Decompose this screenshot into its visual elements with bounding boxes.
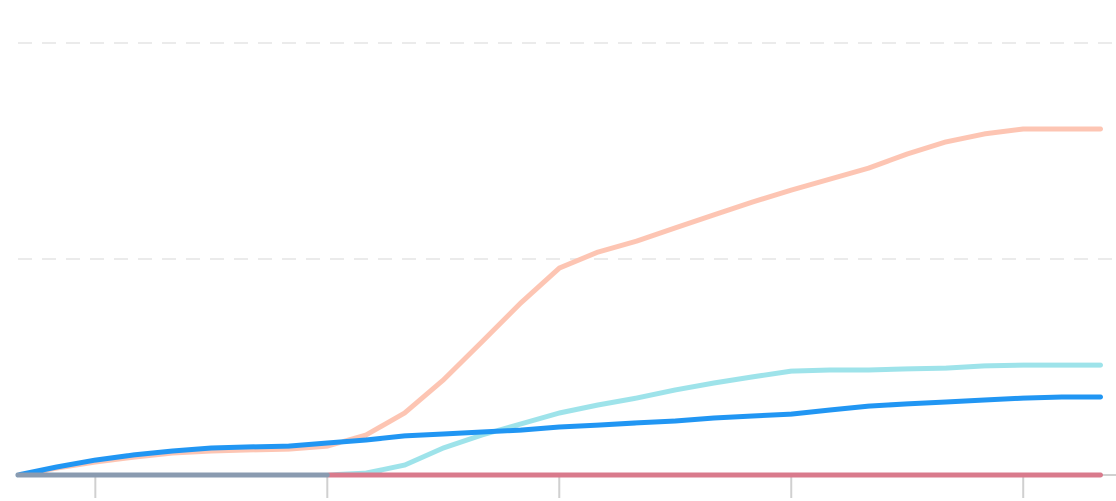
line-series <box>15 362 1103 478</box>
line-series <box>15 394 1103 478</box>
line-series <box>15 126 1103 478</box>
